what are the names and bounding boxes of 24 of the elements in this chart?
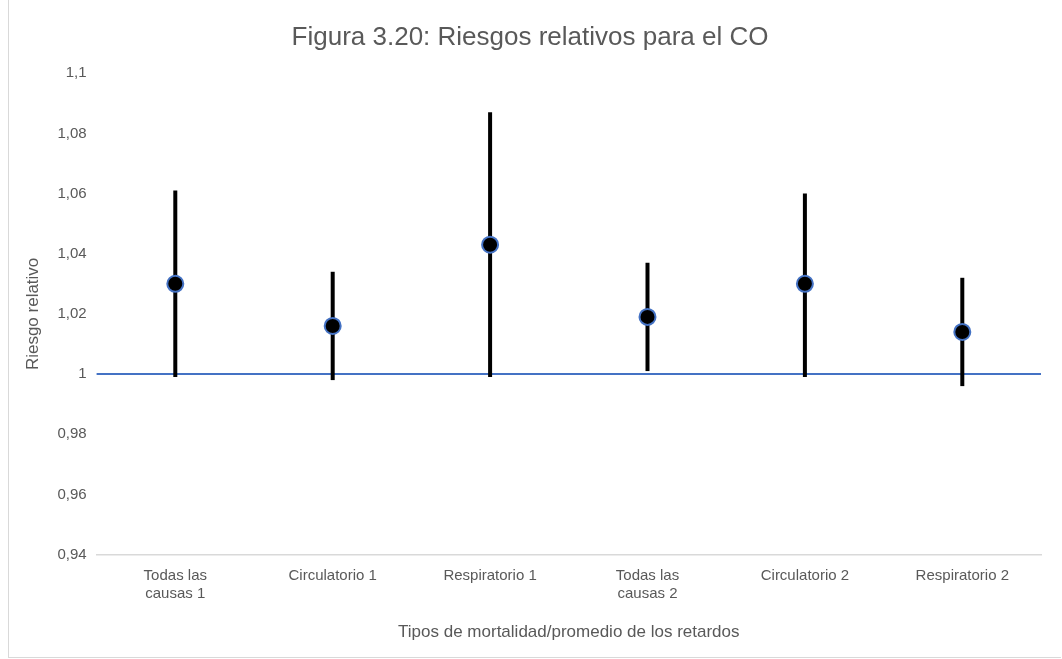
y-tick-label: 1,08 [57, 123, 87, 141]
y-tick-label: 0,98 [57, 424, 87, 442]
point [481, 235, 500, 254]
x-tick-label: Respiratorio 1 [443, 565, 537, 583]
point [953, 322, 972, 341]
y-axis-title: Riesgo relativo [22, 257, 42, 371]
point [323, 316, 342, 335]
x-tick-label: Respiratorio 2 [915, 565, 1009, 583]
point [166, 274, 185, 293]
chart-title: Figura 3.20: Riesgos relativos para el CO [291, 20, 769, 51]
x-axis-title: Tipos de mortalidad/promedio de los retardos [398, 622, 740, 642]
y-tick-label: 0,94 [57, 544, 87, 562]
point [795, 274, 814, 293]
x-tick-label: Todas las causas 1 [143, 565, 207, 601]
x-tick-label: Todas las causas 2 [615, 565, 680, 601]
x-tick-label: Circulatorio 2 [760, 565, 850, 583]
y-tick-label: 1,06 [57, 183, 87, 201]
y-tick-label: 1 [78, 364, 87, 382]
point [638, 307, 657, 326]
y-tick-label: 0,96 [57, 484, 87, 502]
x-tick-label: Circulatorio 1 [288, 565, 377, 583]
y-tick-label: 1,1 [65, 63, 87, 81]
y-tick-label: 1,04 [57, 243, 87, 261]
y-tick-label: 1,02 [57, 304, 87, 322]
